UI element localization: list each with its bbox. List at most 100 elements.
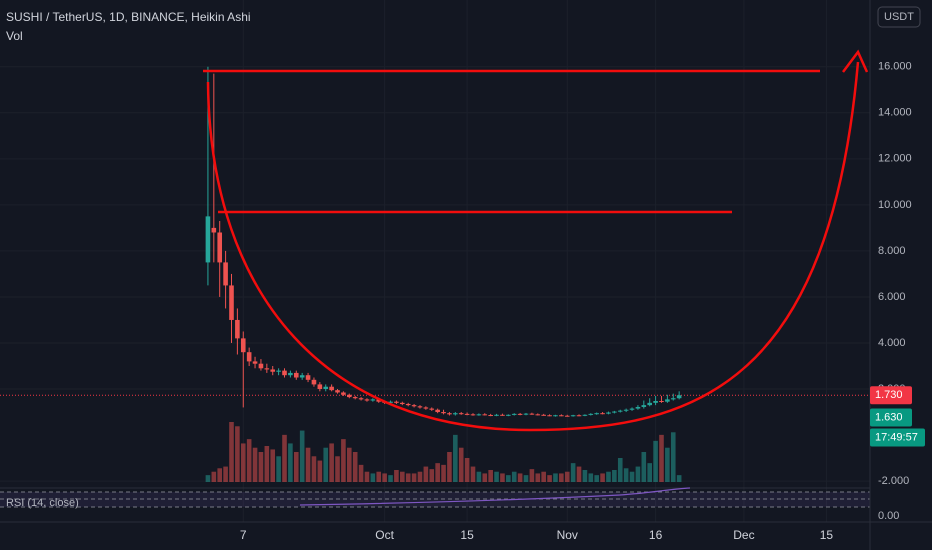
volume-bar — [341, 439, 346, 482]
volume-bar — [282, 434, 287, 482]
candle-body — [205, 216, 211, 263]
candle-body — [458, 413, 464, 415]
volume-bar — [352, 452, 358, 482]
rsi-tick-label: 0.00 — [878, 510, 899, 522]
candle-body — [529, 413, 535, 415]
y-tick-label: 6.000 — [878, 291, 906, 303]
candle-body — [547, 415, 552, 417]
candle-body — [376, 399, 382, 402]
candle-body — [217, 232, 223, 263]
volume-bar — [570, 463, 576, 482]
volume-bar — [423, 466, 429, 482]
candle-body — [299, 375, 305, 378]
volume-bar — [506, 475, 511, 482]
volume-bar — [441, 464, 446, 482]
volume-bar — [400, 471, 405, 482]
candle-body — [559, 415, 564, 417]
y-tick-label: 14.000 — [878, 107, 912, 119]
candle-body — [364, 399, 370, 401]
volume-bar — [305, 447, 311, 482]
countdown-badge — [870, 428, 925, 447]
candle-body — [535, 414, 541, 416]
volume-bar — [293, 452, 299, 482]
candle-body — [470, 414, 476, 416]
candle-body — [517, 413, 523, 415]
rsi-label: RSI (14, close) — [6, 497, 79, 509]
candle-body — [411, 405, 417, 407]
volume-bar — [429, 469, 435, 482]
candle-body — [394, 401, 399, 403]
candle-body — [576, 415, 582, 417]
candle-body — [476, 414, 482, 416]
candle-body — [623, 409, 629, 411]
price-axis: 16.00014.00012.00010.0008.0006.0004.0002… — [240, 61, 925, 542]
candle-body — [523, 413, 529, 415]
candle-body — [429, 408, 435, 410]
volume-bar — [641, 452, 647, 482]
candle-body — [258, 363, 264, 369]
volume-bar — [364, 471, 370, 482]
candle-body — [305, 375, 311, 380]
volume-bar — [264, 446, 270, 482]
candle-body — [288, 372, 293, 376]
candle-body — [240, 338, 246, 353]
candle-body — [252, 361, 258, 364]
y-tick-label: 10.000 — [878, 199, 912, 211]
volume-bar — [647, 463, 653, 482]
volume-bar — [523, 475, 529, 482]
volume-bar — [335, 456, 340, 482]
y-tick-label: 8.000 — [878, 245, 906, 257]
candle-body — [665, 399, 670, 402]
candle-body — [441, 412, 446, 414]
candle-body — [564, 415, 570, 417]
candle-body — [600, 413, 605, 415]
volume-bar — [382, 473, 387, 482]
volume-bar — [217, 468, 223, 482]
price-badge — [870, 386, 912, 405]
candle-body — [246, 352, 252, 362]
currency-label[interactable]: USDT — [884, 11, 914, 23]
volume-bar — [576, 466, 582, 482]
volume-bar — [488, 470, 493, 482]
candle-body — [494, 414, 499, 416]
volume-bar — [547, 475, 552, 482]
candle-body — [511, 413, 517, 415]
candle-body — [264, 368, 270, 370]
volume-bar — [240, 443, 246, 482]
volume-bar — [653, 440, 658, 482]
volume-bar — [376, 471, 382, 482]
x-tick-label: Oct — [375, 528, 394, 542]
candle-body — [453, 413, 458, 415]
volume-bar — [211, 471, 217, 482]
candle-body — [293, 372, 299, 378]
candle-body — [670, 398, 676, 400]
candle-body — [341, 392, 346, 395]
candle-body — [388, 401, 393, 403]
candle-body — [447, 413, 452, 415]
volume-bar — [453, 434, 458, 482]
candle-body — [506, 414, 511, 416]
volume-bar — [229, 422, 234, 482]
y-tick-label: 4.000 — [878, 337, 906, 349]
candle-body — [335, 390, 340, 393]
candle-body — [588, 413, 594, 415]
currency-box[interactable] — [877, 6, 921, 28]
x-tick-label: Dec — [733, 528, 754, 542]
candle-body — [282, 370, 287, 376]
volume-bar — [394, 470, 399, 482]
volume-bar — [270, 449, 276, 482]
volume-bar — [346, 447, 352, 482]
volume-bar — [564, 471, 570, 482]
candle-body — [211, 227, 217, 233]
volume-bar — [511, 471, 517, 482]
volume-label: Vol — [6, 29, 23, 43]
volume-bar — [635, 466, 641, 482]
x-tick-label: 16 — [649, 528, 663, 542]
volume-bar — [670, 432, 676, 482]
y-tick-label: 12.000 — [878, 153, 912, 165]
volume-bar — [276, 456, 281, 482]
candle-body — [311, 379, 317, 385]
volume-bar — [541, 471, 546, 482]
x-tick-label: 15 — [820, 528, 834, 542]
y-tick-label: -2.000 — [878, 475, 909, 487]
